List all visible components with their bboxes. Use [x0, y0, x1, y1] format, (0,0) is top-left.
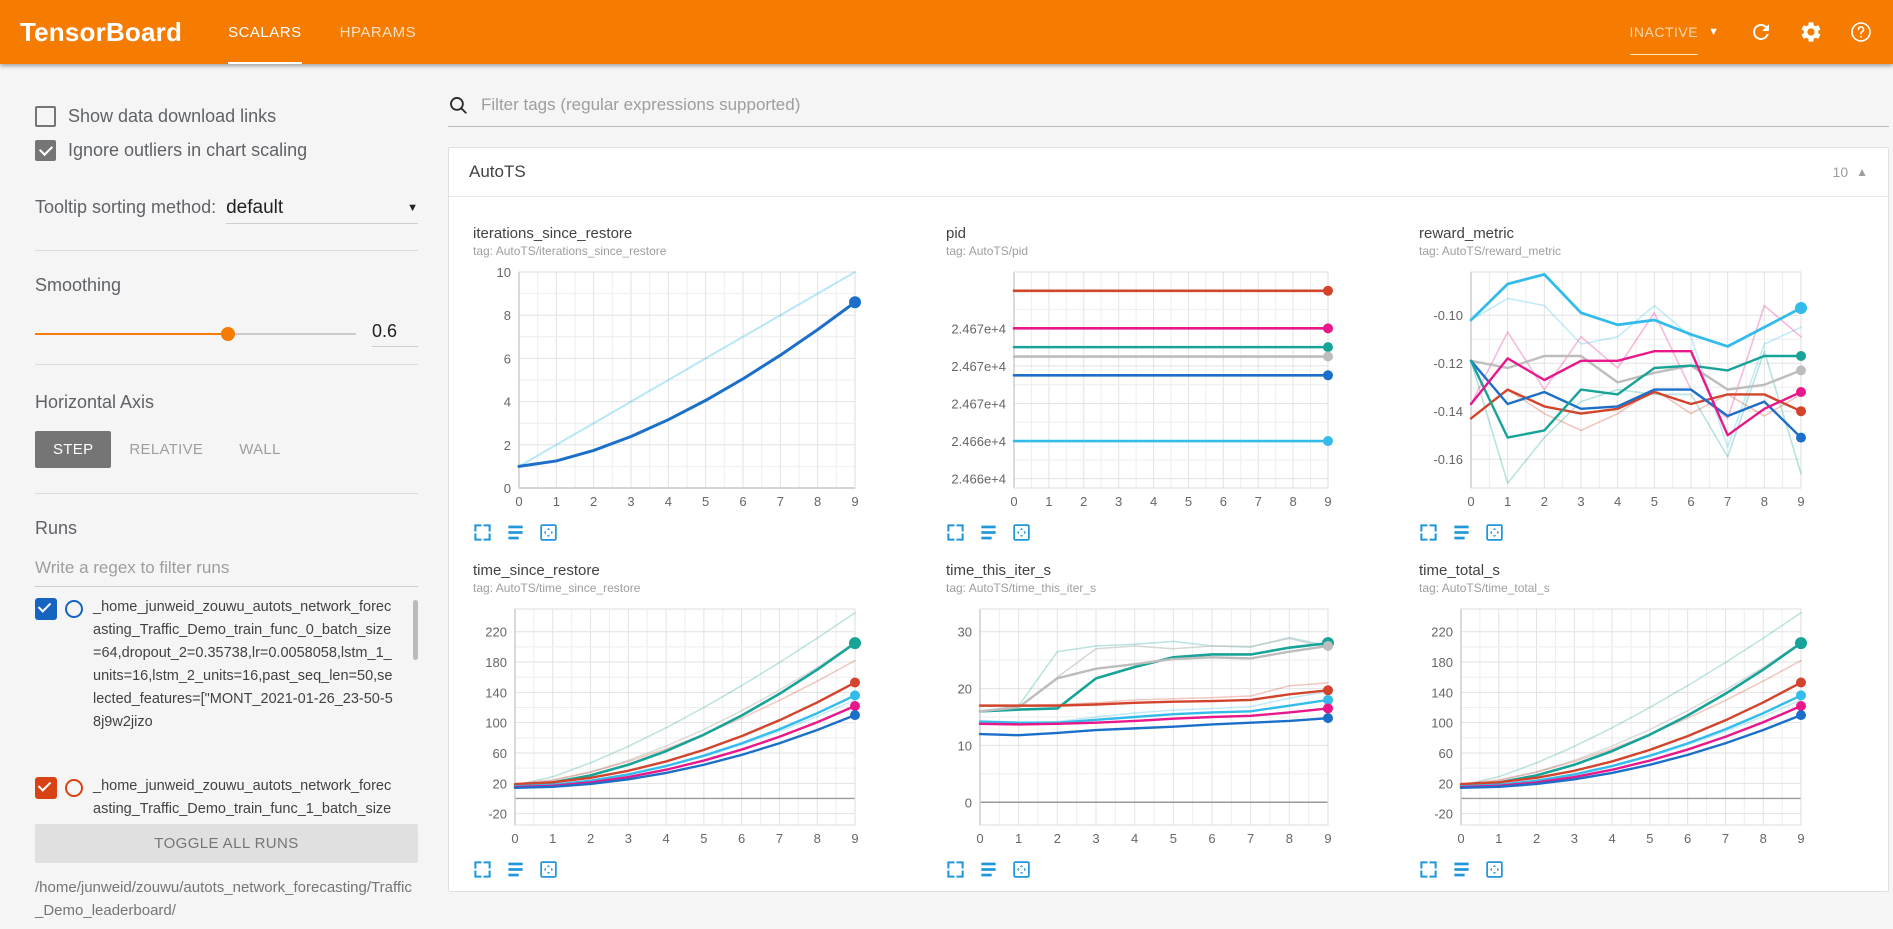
svg-text:-0.14: -0.14 — [1433, 404, 1463, 419]
svg-text:2: 2 — [587, 831, 594, 846]
svg-text:6: 6 — [1220, 494, 1227, 509]
svg-text:6: 6 — [738, 831, 745, 846]
svg-text:1: 1 — [1045, 494, 1052, 509]
svg-text:10: 10 — [497, 265, 511, 280]
svg-text:8: 8 — [1289, 494, 1296, 509]
svg-text:6: 6 — [1687, 494, 1694, 509]
svg-text:9: 9 — [1797, 494, 1804, 509]
svg-text:8: 8 — [504, 308, 511, 323]
svg-text:3: 3 — [625, 831, 632, 846]
svg-text:7: 7 — [1722, 831, 1729, 846]
svg-text:9: 9 — [1324, 831, 1331, 846]
svg-text:5: 5 — [702, 494, 709, 509]
svg-text:5: 5 — [1651, 494, 1658, 509]
svg-text:-20: -20 — [1434, 807, 1453, 822]
svg-text:4: 4 — [1614, 494, 1621, 509]
svg-text:0: 0 — [515, 494, 522, 509]
svg-text:30: 30 — [958, 625, 972, 640]
svg-text:1: 1 — [549, 831, 556, 846]
svg-text:0: 0 — [1010, 494, 1017, 509]
svg-text:1: 1 — [1495, 831, 1502, 846]
svg-text:6: 6 — [1684, 831, 1691, 846]
svg-text:140: 140 — [1431, 685, 1453, 700]
svg-text:140: 140 — [485, 685, 507, 700]
svg-text:5: 5 — [700, 831, 707, 846]
svg-text:4: 4 — [1131, 831, 1138, 846]
svg-text:60: 60 — [1439, 746, 1453, 761]
svg-text:2.467e+4: 2.467e+4 — [951, 396, 1006, 411]
svg-text:7: 7 — [1724, 494, 1731, 509]
svg-text:7: 7 — [1255, 494, 1262, 509]
svg-text:2: 2 — [504, 438, 511, 453]
svg-text:3: 3 — [627, 494, 634, 509]
svg-text:2.466e+4: 2.466e+4 — [951, 434, 1006, 449]
svg-text:6: 6 — [739, 494, 746, 509]
svg-text:5: 5 — [1646, 831, 1653, 846]
svg-text:-0.12: -0.12 — [1433, 356, 1463, 371]
svg-text:1: 1 — [1015, 831, 1022, 846]
svg-text:9: 9 — [851, 494, 858, 509]
svg-text:2: 2 — [1080, 494, 1087, 509]
svg-text:0: 0 — [1457, 831, 1464, 846]
svg-text:2: 2 — [1533, 831, 1540, 846]
svg-text:7: 7 — [777, 494, 784, 509]
svg-text:8: 8 — [1760, 831, 1767, 846]
svg-text:6: 6 — [504, 351, 511, 366]
svg-text:-20: -20 — [488, 807, 507, 822]
svg-text:3: 3 — [1577, 494, 1584, 509]
svg-text:3: 3 — [1571, 831, 1578, 846]
svg-text:-0.10: -0.10 — [1433, 308, 1463, 323]
svg-text:0: 0 — [965, 795, 972, 810]
svg-text:1: 1 — [553, 494, 560, 509]
svg-text:2.467e+4: 2.467e+4 — [951, 321, 1006, 336]
svg-text:8: 8 — [1761, 494, 1768, 509]
svg-text:2: 2 — [590, 494, 597, 509]
svg-text:5: 5 — [1170, 831, 1177, 846]
svg-text:9: 9 — [851, 831, 858, 846]
svg-text:9: 9 — [1797, 831, 1804, 846]
svg-text:20: 20 — [493, 776, 507, 791]
svg-text:6: 6 — [1208, 831, 1215, 846]
svg-text:180: 180 — [485, 655, 507, 670]
svg-text:4: 4 — [504, 395, 511, 410]
svg-text:8: 8 — [814, 494, 821, 509]
svg-text:7: 7 — [776, 831, 783, 846]
svg-text:9: 9 — [1324, 494, 1331, 509]
svg-text:0: 0 — [504, 481, 511, 496]
svg-text:2: 2 — [1054, 831, 1061, 846]
svg-text:100: 100 — [1431, 716, 1453, 731]
svg-text:3: 3 — [1115, 494, 1122, 509]
svg-text:0: 0 — [1467, 494, 1474, 509]
svg-text:20: 20 — [958, 682, 972, 697]
svg-text:0: 0 — [511, 831, 518, 846]
svg-text:2.466e+4: 2.466e+4 — [951, 472, 1006, 487]
svg-text:4: 4 — [1150, 494, 1157, 509]
svg-text:220: 220 — [1431, 625, 1453, 640]
svg-text:5: 5 — [1185, 494, 1192, 509]
svg-text:2: 2 — [1541, 494, 1548, 509]
svg-text:60: 60 — [493, 746, 507, 761]
svg-text:4: 4 — [665, 494, 672, 509]
svg-text:0: 0 — [976, 831, 983, 846]
svg-text:8: 8 — [814, 831, 821, 846]
svg-text:2.467e+4: 2.467e+4 — [951, 359, 1006, 374]
svg-text:3: 3 — [1092, 831, 1099, 846]
svg-text:8: 8 — [1286, 831, 1293, 846]
svg-text:4: 4 — [1608, 831, 1615, 846]
svg-text:7: 7 — [1247, 831, 1254, 846]
svg-text:-0.16: -0.16 — [1433, 452, 1463, 467]
svg-text:180: 180 — [1431, 655, 1453, 670]
svg-text:100: 100 — [485, 716, 507, 731]
svg-text:4: 4 — [662, 831, 669, 846]
svg-text:1: 1 — [1504, 494, 1511, 509]
svg-text:20: 20 — [1439, 776, 1453, 791]
svg-text:220: 220 — [485, 625, 507, 640]
svg-text:10: 10 — [958, 738, 972, 753]
